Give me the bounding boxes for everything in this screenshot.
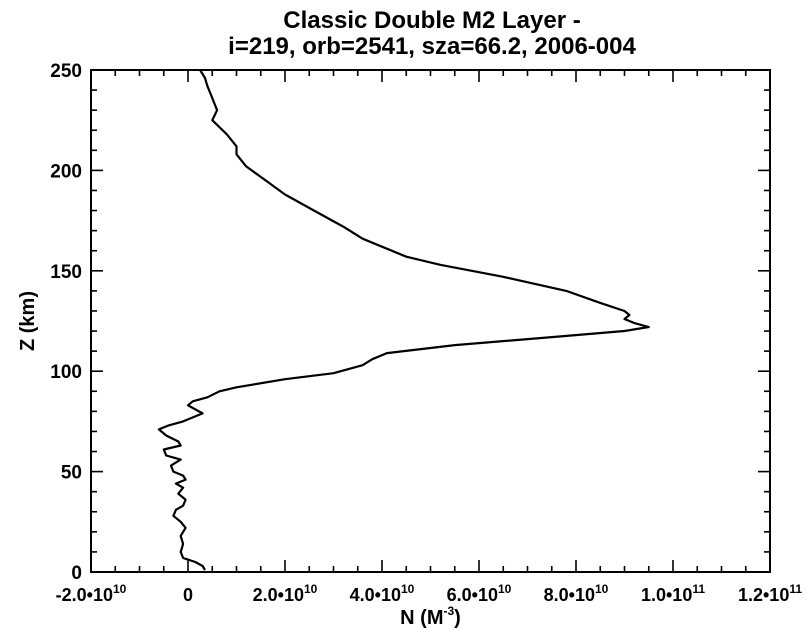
- y-tick-label: 150: [50, 262, 82, 283]
- x-tick-label: 8.0•1010: [544, 582, 609, 605]
- x-axis-label-suffix: ): [454, 607, 461, 628]
- x-tick-mantissa: 1.2: [738, 585, 763, 605]
- x-tick-times: •10: [375, 585, 401, 605]
- x-tick-mantissa: 4.0: [350, 585, 375, 605]
- x-tick-times: •10: [763, 585, 789, 605]
- x-tick-times: •10: [472, 585, 498, 605]
- x-tick-label: 1.0•1011: [641, 582, 705, 605]
- x-tick-label: -2.0•1010: [56, 582, 127, 605]
- x-tick-exponent: 10: [304, 582, 318, 596]
- x-tick-mantissa: -2.0: [56, 585, 87, 605]
- x-tick-mantissa: 8.0: [544, 585, 569, 605]
- x-tick-exponent: 10: [595, 582, 609, 596]
- x-tick-label: 6.0•1010: [447, 582, 512, 605]
- y-tick-label: 0: [71, 563, 82, 584]
- major-ticks: [90, 69, 771, 573]
- plot-frame: [90, 69, 771, 573]
- x-tick-times: •10: [666, 585, 692, 605]
- x-axis-label-exponent: -3: [443, 604, 454, 618]
- x-axis-label: N (M-3): [400, 604, 461, 628]
- x-tick-times: •10: [278, 585, 304, 605]
- x-axis-label-base: N (M: [400, 607, 443, 628]
- x-tick-exponent: 10: [113, 582, 127, 596]
- chart-title-line-1: Classic Double M2 Layer -: [283, 7, 580, 34]
- x-tick-labels: -2.0•1010 0 2.0•1010 4.0•1010 6.0•1010 8.0•10…: [56, 582, 803, 605]
- y-axis-label: Z (km): [17, 291, 39, 351]
- x-tick-exponent: 10: [498, 582, 512, 596]
- x-tick-label: 0: [183, 585, 193, 605]
- x-tick-times: •10: [569, 585, 595, 605]
- series-line: [157, 69, 650, 571]
- x-tick-mantissa: 6.0: [447, 585, 472, 605]
- x-tick-exponent: 10: [401, 582, 415, 596]
- y-tick-label: 250: [50, 61, 82, 82]
- y-tick-label: 50: [61, 463, 82, 484]
- x-tick-times: •10: [87, 585, 113, 605]
- x-tick-mantissa: 2.0: [253, 585, 278, 605]
- y-tick-labels: 0 50 100 150 200 250: [50, 61, 82, 584]
- x-tick-label: 4.0•1010: [350, 582, 415, 605]
- x-tick-mantissa: 0: [183, 585, 193, 605]
- minor-ticks: [91, 70, 770, 572]
- x-tick-exponent: 11: [789, 582, 802, 596]
- y-tick-label: 200: [50, 161, 82, 182]
- y-tick-label: 100: [50, 362, 82, 383]
- x-tick-label: 1.2•1011: [738, 582, 802, 605]
- chart-title-line-2: i=219, orb=2541, sza=66.2, 2006-004: [228, 33, 636, 60]
- x-tick-label: 2.0•1010: [253, 582, 318, 605]
- x-tick-exponent: 11: [692, 582, 705, 596]
- x-tick-mantissa: 1.0: [641, 585, 666, 605]
- chart-title: Classic Double M2 Layer - i=219, orb=254…: [228, 7, 636, 60]
